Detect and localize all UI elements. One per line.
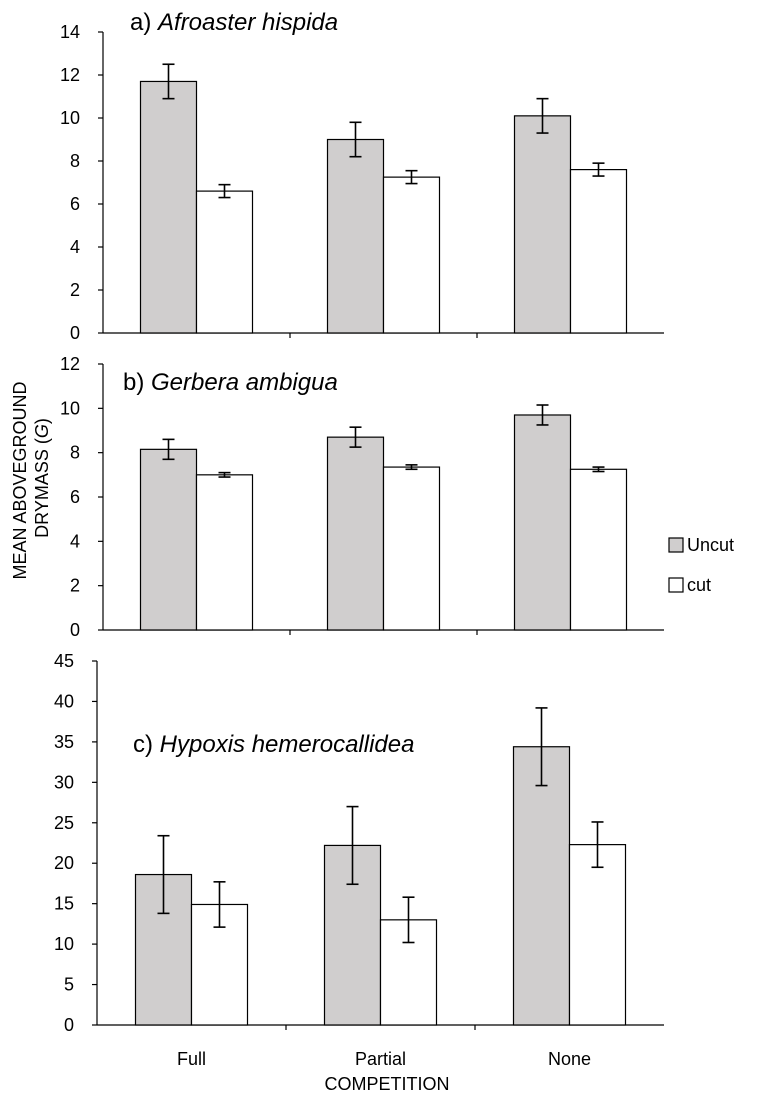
y-tick-label: 25 [54,813,74,833]
panel-title: a) Afroaster hispida [130,9,338,36]
panel-1: 0 2 4 6 8 10 12 b) Gerbera ambigua [60,354,664,640]
x-tick-label: Partial [355,1049,406,1069]
y-axis-title-line1: MEAN ABOVEGROUND [10,381,30,579]
bar-uncut-none [512,746,571,1026]
bar-cut-none [569,468,628,631]
y-tick-label: 12 [60,354,80,374]
panel-title-prefix: a) [130,9,158,36]
x-axis-title: COMPETITION [325,1074,450,1094]
y-tick-label: 6 [70,194,80,214]
x-tick-label: Full [177,1049,206,1069]
y-tick-label: 14 [60,22,80,42]
panel-2: 0 5 10 15 20 25 30 35 40 45 Full Partial None c) Hypo… [54,651,664,1069]
y-axis-title-line2-suffix: ) [32,418,52,424]
legend-swatch-uncut [668,537,684,553]
y-tick-label: 2 [70,576,80,596]
panel-0: 0 2 4 6 8 10 12 14 a) Afroaster hispida [60,9,664,343]
panel-title: b) Gerbera ambigua [123,369,338,396]
y-tick-label: 10 [60,398,80,418]
y-tick-label: 6 [70,487,80,507]
y-tick-label: 4 [70,237,80,257]
y-tick-label: 45 [54,651,74,671]
panel-title-species: Hypoxis hemerocallidea [160,731,415,758]
panel-title-prefix: c) [133,731,160,758]
bar-uncut-full [139,80,198,334]
legend: Uncut cut [668,535,734,595]
y-axis-title-line2: DRYMASS (G) [32,418,52,538]
bar-cut-none [568,844,627,1026]
legend-swatch-cut [668,577,684,593]
y-axis-title: MEAN ABOVEGROUND DRYMASS (G) [10,376,52,579]
y-tick-label: 15 [54,894,74,914]
bar-cut-full [195,190,254,334]
y-tick-label: 10 [60,108,80,128]
y-tick-label: 20 [54,853,74,873]
y-tick-label: 8 [70,443,80,463]
bar-uncut-full [139,448,198,631]
y-axis-title-line2-prefix: DRYMASS ( [32,438,52,538]
y-tick-label: 40 [54,691,74,711]
y-tick-label: 5 [64,975,74,995]
x-tick-label: None [548,1049,591,1069]
y-tick-label: 0 [70,620,80,640]
y-tick-label: 8 [70,151,80,171]
y-tick-label: 0 [64,1015,74,1035]
panel-title-prefix: b) [123,369,151,396]
bar-cut-none [569,169,628,334]
y-tick-label: 12 [60,65,80,85]
panel-title-species: Afroaster hispida [156,9,338,36]
panel-title-species: Gerbera ambigua [151,369,338,396]
y-tick-label: 30 [54,772,74,792]
y-tick-label: 0 [70,323,80,343]
y-tick-label: 35 [54,732,74,752]
legend-label-uncut: Uncut [687,535,734,555]
panel-title: c) Hypoxis hemerocallidea [133,731,414,758]
legend-label-cut: cut [687,575,711,595]
bar-cut-partial [382,176,441,334]
bar-cut-partial [382,466,441,631]
bar-uncut-none [513,115,572,334]
bar-uncut-partial [326,436,385,631]
y-tick-label: 4 [70,531,80,551]
bar-uncut-partial [326,138,385,334]
y-tick-label: 2 [70,280,80,300]
y-axis-title-unit: G [32,424,52,438]
y-tick-label: 10 [54,934,74,954]
chart-panels: 0 2 4 6 8 10 12 14 a) Afroaster hispida 0 2 4 6 8 10 12… [54,9,664,1069]
bar-cut-full [195,474,254,631]
bar-uncut-none [513,414,572,631]
